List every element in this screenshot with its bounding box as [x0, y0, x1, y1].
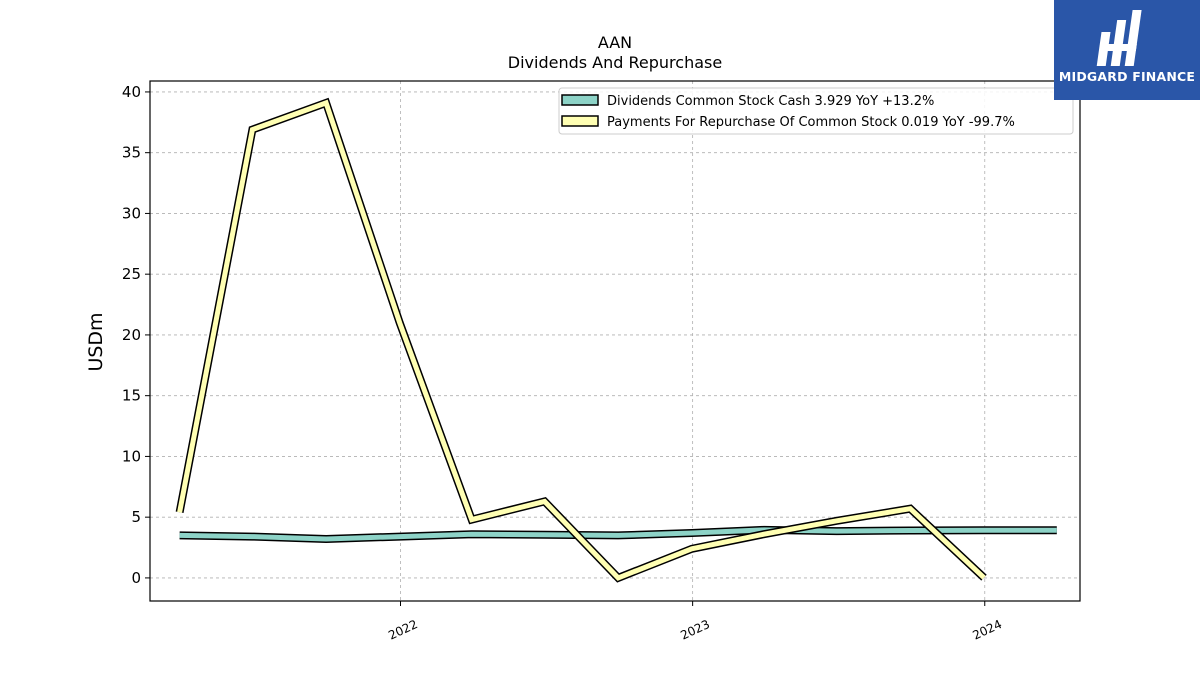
data-point — [690, 547, 693, 550]
data-point — [470, 518, 473, 521]
data-point — [470, 533, 473, 536]
legend-label: Dividends Common Stock Cash 3.929 YoY +1… — [607, 94, 934, 109]
data-point — [835, 530, 838, 533]
plot-frame — [149, 80, 1081, 602]
grid — [150, 81, 1080, 601]
midgard-finance-logo: MIDGARD FINANCE — [1054, 0, 1200, 100]
y-tick-label: 30 — [122, 204, 141, 222]
y-tick-label: 5 — [131, 508, 141, 526]
data-point — [398, 535, 401, 538]
legend-swatch — [561, 115, 599, 127]
data-point — [543, 500, 546, 503]
data-point — [982, 529, 985, 532]
series-outline — [175, 97, 987, 583]
x-tick-label: 2023 — [678, 617, 712, 643]
x-tick-label: 2022 — [386, 617, 420, 643]
data-point — [178, 511, 181, 514]
plot-area — [175, 97, 1058, 583]
chart-subtitle: Dividends And Repurchase — [508, 53, 722, 72]
data-point — [543, 533, 546, 536]
data-point — [909, 529, 912, 532]
series-fill — [177, 99, 986, 581]
data-point — [617, 576, 620, 579]
y-tick-label: 20 — [122, 326, 141, 344]
data-point — [982, 576, 985, 579]
data-point — [617, 534, 620, 537]
legend-box — [558, 87, 1074, 135]
data-point — [398, 321, 401, 324]
logo-text: MIDGARD FINANCE — [1058, 69, 1196, 84]
data-point — [251, 535, 254, 538]
data-point — [178, 534, 181, 537]
y-axis-label: USDm — [85, 312, 107, 371]
y-tick-label: 25 — [122, 265, 141, 283]
series-0-line — [178, 525, 1058, 544]
x-tick-label: 2024 — [970, 617, 1004, 643]
y-tick-label: 15 — [122, 387, 141, 405]
y-tick-label: 35 — [122, 144, 141, 162]
data-point — [762, 533, 765, 536]
series-fill — [179, 527, 1057, 542]
y-tick-label: 40 — [122, 83, 141, 101]
legend: Dividends Common Stock Cash 3.929 YoY +1… — [558, 87, 1074, 135]
y-tick-label: 10 — [122, 447, 141, 465]
x-axis: 2022 2023 2024 — [386, 601, 1004, 643]
y-axis: 0 5 10 15 20 25 30 35 40 — [122, 83, 150, 587]
y-tick-label: 0 — [131, 569, 141, 587]
data-point — [1055, 529, 1058, 532]
legend-label: Payments For Repurchase Of Common Stock … — [607, 115, 1015, 130]
series-1-line — [175, 97, 987, 583]
data-point — [690, 531, 693, 534]
data-point — [325, 101, 328, 104]
legend-swatch — [561, 94, 599, 106]
data-point — [325, 538, 328, 541]
data-point — [251, 128, 254, 131]
chart-title: AAN — [598, 33, 632, 52]
data-point — [909, 507, 912, 510]
data-point — [835, 519, 838, 522]
logo-mark-icon — [1096, 10, 1142, 70]
